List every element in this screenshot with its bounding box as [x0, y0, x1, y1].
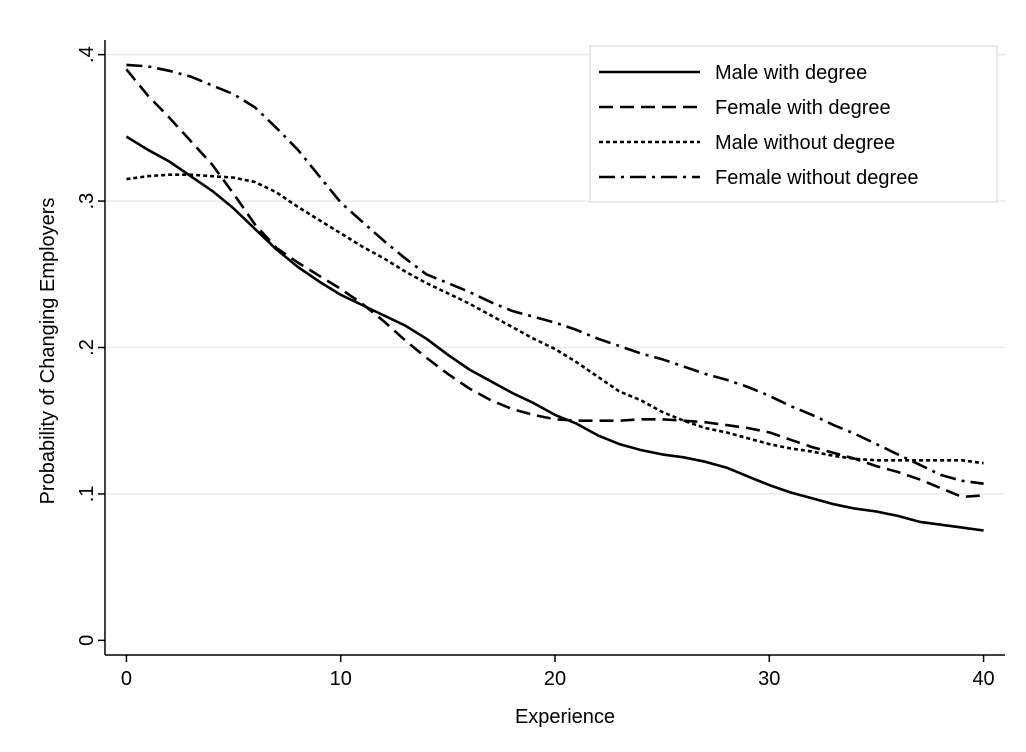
x-tick-label: 30 — [758, 668, 780, 690]
x-tick-label: 40 — [972, 668, 994, 690]
x-tick-label: 0 — [121, 668, 132, 690]
y-tick-label: 0 — [76, 635, 98, 646]
x-tick-label: 10 — [330, 668, 352, 690]
legend: Male with degree Female with degree Male w… — [589, 45, 998, 203]
legend-label: Female with degree — [715, 97, 891, 119]
x-tick-label: 20 — [544, 668, 566, 690]
y-tick-label: .2 — [76, 339, 98, 356]
series-line-0 — [125, 135, 984, 532]
legend-label: Female without degree — [715, 167, 918, 189]
y-tick-label: .3 — [76, 193, 98, 210]
series-lines — [125, 63, 984, 532]
y-axis-title: Probability of Changing Employers — [37, 198, 59, 505]
series-line-1 — [125, 68, 984, 499]
y-tick-label: .4 — [76, 46, 98, 63]
legend-label: Male with degree — [715, 62, 867, 84]
legend-box — [589, 45, 998, 203]
legend-label: Male without degree — [715, 132, 895, 154]
series-line-3 — [126, 63, 984, 485]
axes: 0 .1 .2 .3 .4 0 10 20 30 40 — [76, 40, 1005, 690]
y-tick-label: .1 — [76, 486, 98, 503]
x-axis-title: Experience — [515, 706, 615, 728]
